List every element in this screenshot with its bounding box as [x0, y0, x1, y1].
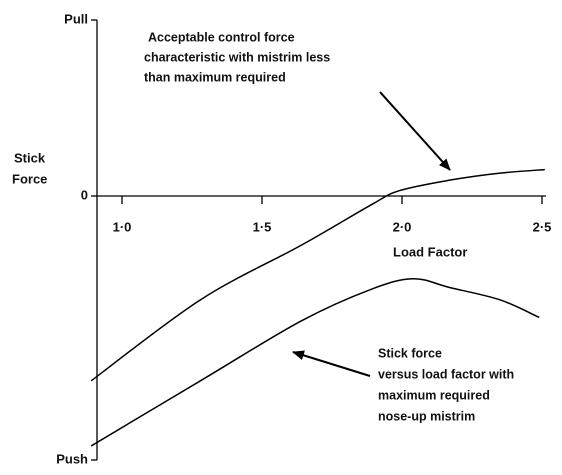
y-axis-label: Stick — [14, 150, 46, 165]
annotation: maximum required — [378, 388, 490, 402]
x-tick-label: 1·5 — [253, 219, 272, 234]
annotation: versus load factor with — [378, 367, 514, 381]
annotation: nose-up mistrim — [378, 409, 475, 423]
x-tick-label: 2·0 — [393, 219, 412, 234]
arrow — [379, 91, 451, 171]
annotation: Acceptable control force — [148, 30, 295, 44]
x-tick-label: 1·0 — [113, 219, 132, 234]
arrow — [292, 350, 371, 377]
y-tick-label: Pull — [64, 11, 88, 26]
curve — [90, 277, 540, 447]
y-axis-label: Force — [12, 171, 47, 186]
curve — [90, 168, 545, 382]
annotation: Stick force — [378, 346, 442, 360]
y-tick-label: Push — [56, 451, 88, 466]
y-tick-label: 0 — [81, 187, 88, 202]
annotation: characteristic with mistrim less — [144, 50, 330, 64]
annotation: than maximum required — [144, 70, 286, 84]
x-tick-label: 2·5 — [533, 219, 552, 234]
x-axis-label: Load Factor — [393, 244, 467, 259]
